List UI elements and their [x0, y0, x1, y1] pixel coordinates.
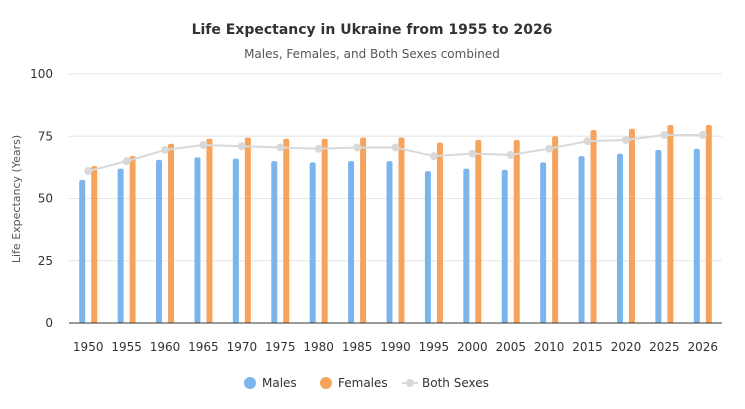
x-tick-label: 1960	[150, 340, 181, 354]
legend-marker-both-sexes	[406, 379, 414, 387]
bar-males-2000[interactable]	[463, 168, 470, 323]
bar-females-1970[interactable]	[244, 137, 251, 323]
bar-females-2026[interactable]	[705, 125, 712, 323]
bar-males-1960[interactable]	[156, 159, 163, 323]
bar-males-2020[interactable]	[616, 153, 623, 323]
bar-females-2020[interactable]	[628, 128, 635, 323]
bar-males-1970[interactable]	[232, 158, 239, 323]
chart-title: Life Expectancy in Ukraine from 1955 to …	[192, 22, 553, 38]
legend-marker-males	[244, 377, 256, 389]
point-both-sexes-2000[interactable]	[468, 149, 477, 158]
x-tick-label: 2005	[495, 340, 526, 354]
point-both-sexes-1955[interactable]	[122, 157, 131, 166]
bar-males-1955[interactable]	[117, 168, 124, 323]
point-both-sexes-1950[interactable]	[84, 167, 93, 176]
line-both-sexes	[87, 134, 703, 173]
bar-males-1975[interactable]	[271, 161, 278, 323]
point-both-sexes-2005[interactable]	[506, 150, 515, 159]
bar-males-2005[interactable]	[501, 169, 508, 323]
point-both-sexes-2025[interactable]	[660, 131, 669, 140]
legend-item-males[interactable]: Males	[244, 376, 297, 390]
point-both-sexes-2015[interactable]	[583, 137, 592, 146]
legend-label-males: Males	[262, 376, 297, 390]
bar-females-1950[interactable]	[91, 166, 98, 323]
x-axis-ticks: 1950 1955 1960 1965 1970 1975 1980 1985 1990 1995…	[73, 340, 718, 354]
x-tick-label: 1970	[227, 340, 258, 354]
bar-males-2026[interactable]	[693, 148, 700, 323]
y-tick-label: 0	[45, 316, 53, 330]
point-both-sexes-1960[interactable]	[161, 145, 170, 154]
bar-females-1975[interactable]	[283, 138, 290, 323]
point-both-sexes-1980[interactable]	[314, 144, 323, 153]
y-tick-label: 100	[30, 67, 53, 81]
bar-females-2005[interactable]	[513, 139, 520, 323]
x-tick-label: 2020	[611, 340, 642, 354]
point-both-sexes-1965[interactable]	[199, 140, 208, 149]
bar-females-1965[interactable]	[206, 138, 213, 323]
legend-label-both-sexes: Both Sexes	[422, 376, 489, 390]
x-tick-label: 1985	[342, 340, 373, 354]
x-tick-label: 2025	[649, 340, 680, 354]
x-tick-label: 2015	[572, 340, 603, 354]
x-tick-label: 2010	[534, 340, 565, 354]
x-tick-label: 1995	[419, 340, 450, 354]
bar-males-2015[interactable]	[578, 156, 585, 323]
y-tick-label: 75	[38, 129, 53, 143]
bar-females-1955[interactable]	[129, 156, 136, 323]
bar-females-2025[interactable]	[667, 125, 674, 323]
bar-males-1980[interactable]	[309, 162, 316, 323]
legend-label-females: Females	[338, 376, 388, 390]
bar-males-1995[interactable]	[424, 171, 431, 323]
y-axis-label: Life Expectancy (Years)	[10, 135, 23, 263]
legend-item-females[interactable]: Females	[320, 376, 388, 390]
both-sexes-line-series	[84, 131, 707, 176]
grid-lines	[69, 73, 722, 262]
point-both-sexes-1985[interactable]	[353, 143, 362, 152]
point-both-sexes-2010[interactable]	[545, 144, 554, 153]
bar-females-2010[interactable]	[552, 136, 559, 323]
point-both-sexes-1975[interactable]	[276, 143, 285, 152]
bar-females-1985[interactable]	[360, 137, 367, 323]
y-tick-label: 25	[38, 254, 53, 268]
point-both-sexes-1990[interactable]	[391, 143, 400, 152]
bar-females-1980[interactable]	[321, 138, 328, 323]
x-tick-label: 1965	[188, 340, 219, 354]
x-tick-label: 2000	[457, 340, 488, 354]
bar-females-2000[interactable]	[475, 139, 482, 323]
x-tick-label: 1990	[380, 340, 411, 354]
bar-females-2015[interactable]	[590, 130, 597, 323]
y-tick-label: 50	[38, 192, 53, 206]
bar-males-1950[interactable]	[79, 179, 86, 323]
bar-males-1985[interactable]	[348, 161, 355, 323]
x-tick-label: 1950	[73, 340, 104, 354]
x-tick-label: 1955	[111, 340, 142, 354]
bars	[79, 125, 712, 323]
bar-females-1960[interactable]	[168, 143, 175, 323]
point-both-sexes-2026[interactable]	[698, 131, 707, 140]
legend-item-both-sexes[interactable]: Both Sexes	[402, 376, 489, 390]
bar-females-1995[interactable]	[436, 142, 443, 323]
bar-males-2010[interactable]	[540, 162, 547, 323]
x-tick-label: 1980	[303, 340, 334, 354]
bar-males-2025[interactable]	[655, 149, 662, 323]
bar-males-1990[interactable]	[386, 161, 393, 323]
x-tick-label: 1975	[265, 340, 296, 354]
x-tick-label: 2026	[688, 340, 719, 354]
bar-males-1965[interactable]	[194, 157, 201, 323]
y-axis-ticks: 0 25 50 75 100	[30, 67, 53, 330]
point-both-sexes-1970[interactable]	[237, 142, 246, 151]
bar-females-1990[interactable]	[398, 137, 405, 323]
legend-marker-females	[320, 377, 332, 389]
point-both-sexes-1995[interactable]	[429, 152, 438, 161]
legend[interactable]: Males Females Both Sexes	[244, 376, 489, 390]
point-both-sexes-2020[interactable]	[621, 135, 630, 144]
chart-subtitle: Males, Females, and Both Sexes combined	[244, 47, 500, 61]
